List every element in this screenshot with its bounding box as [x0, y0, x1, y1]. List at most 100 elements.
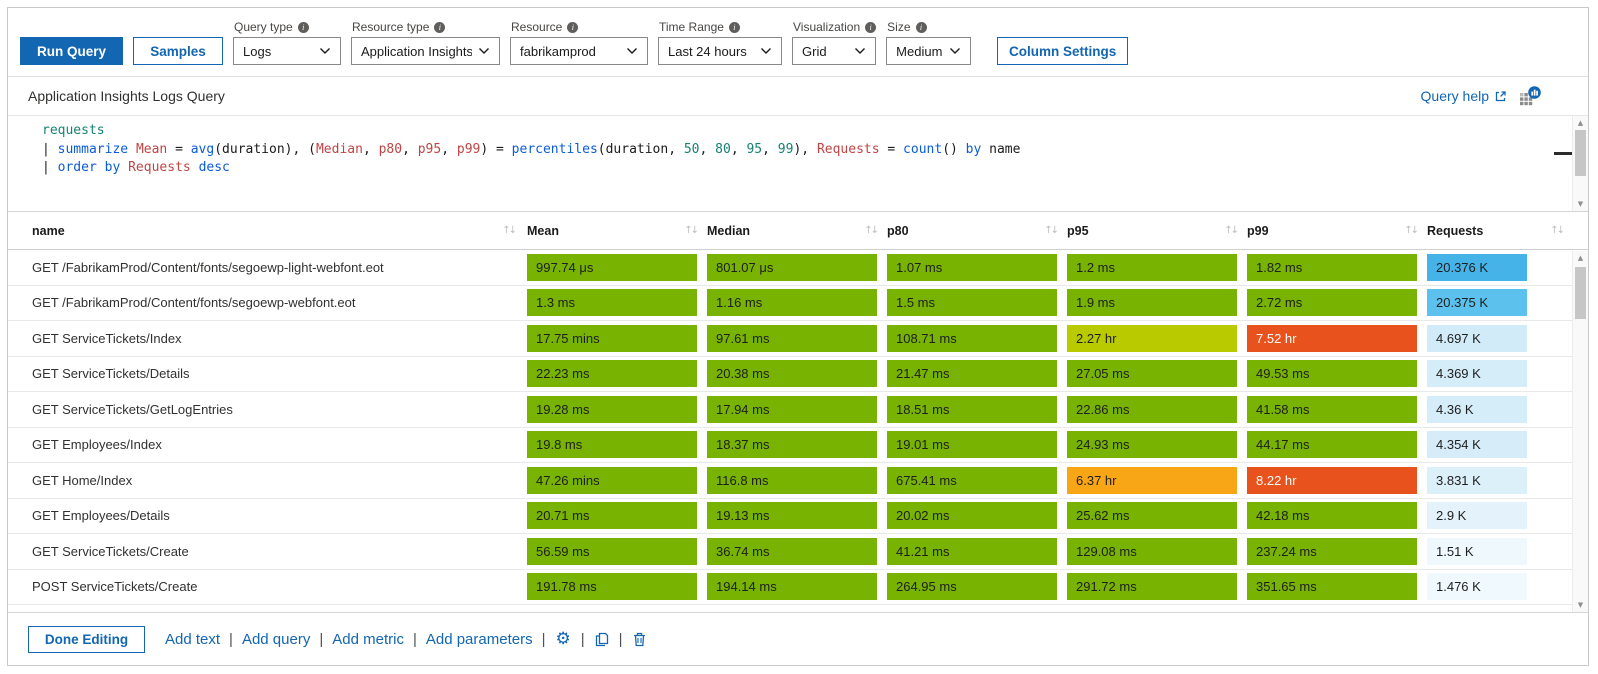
editor-cursor-marker	[1554, 152, 1573, 155]
editor-scrollbar[interactable]: ▲ ▼	[1572, 116, 1588, 211]
column-header-mean[interactable]: Mean ↑↓	[527, 224, 707, 238]
delete-trash-icon[interactable]	[633, 632, 646, 647]
table-row: GET ServiceTickets/GetLogEntries 19.28 ms…	[8, 392, 1588, 428]
sort-arrows-icon: ↑↓	[1404, 225, 1419, 236]
heatmap-value-cell: 291.72 ms	[1067, 573, 1237, 601]
heatmap-value-cell: 6.37 hr	[1067, 466, 1237, 494]
column-header-requests[interactable]: Requests ↑↓	[1427, 224, 1573, 238]
info-icon[interactable]: i	[865, 21, 877, 33]
scroll-up-icon[interactable]: ▲	[1577, 254, 1584, 262]
column-settings-button[interactable]: Column Settings	[997, 37, 1129, 65]
heatmap-value-cell: 19.01 ms	[887, 431, 1057, 459]
resource-dropdown[interactable]: fabrikamprod	[510, 37, 648, 65]
info-icon[interactable]: i	[915, 21, 927, 33]
query-help-label: Query help	[1420, 88, 1489, 104]
size-dropdown[interactable]: Medium	[886, 37, 972, 65]
separator: |	[618, 630, 623, 648]
heatmap-value-cell: 19.8 ms	[527, 431, 697, 459]
column-header-p99[interactable]: p99 ↑↓	[1247, 224, 1427, 238]
heatmap-value-cell: 2.72 ms	[1247, 289, 1417, 317]
heatmap-value-cell: 116.8 ms	[707, 466, 877, 494]
size-selected-value: Medium	[896, 43, 943, 59]
query-help-link[interactable]: Query help	[1421, 88, 1507, 104]
table-row: GET ServiceTickets/Details 22.23 ms 20.38 …	[8, 357, 1588, 392]
table-row: GET Employees/Details 20.71 ms 19.13 ms 20.…	[8, 499, 1588, 534]
add-metric-link[interactable]: Add metric	[332, 630, 404, 648]
time-range-group: Time Range i Last 24 hours	[658, 20, 782, 65]
clone-icon[interactable]	[595, 632, 609, 647]
chevron-down-icon	[320, 48, 330, 54]
info-icon[interactable]: i	[728, 21, 740, 33]
request-name-cell: GET ServiceTickets/Details	[32, 366, 190, 382]
external-link-icon	[1495, 90, 1506, 101]
editor-scroll-thumb[interactable]	[1575, 130, 1586, 176]
table-row: GET /FabrikamProd/Content/fonts/segoewp-…	[8, 286, 1588, 321]
heatmap-value-cell: 2.27 hr	[1067, 324, 1237, 352]
resource-group: Resource i fabrikamprod	[510, 20, 648, 65]
resource-type-dropdown[interactable]: Application Insights	[351, 37, 500, 65]
heatmap-value-cell: 1.9 ms	[1067, 289, 1237, 317]
heatmap-value-cell: 4.354 K	[1427, 431, 1527, 459]
workbook-query-card: Run Query Samples Query type i Logs Resourc…	[7, 7, 1589, 666]
visualization-dropdown[interactable]: Grid	[792, 37, 876, 65]
column-header-median[interactable]: Median ↑↓	[707, 224, 887, 238]
query-title-row: Application Insights Logs Query Query he…	[8, 77, 1588, 116]
info-icon[interactable]: i	[567, 21, 579, 33]
query-type-dropdown[interactable]: Logs	[233, 37, 341, 65]
info-icon[interactable]: i	[434, 21, 446, 33]
code-line: | summarize Mean = avg(duration), (Media…	[42, 141, 1021, 157]
add-parameters-link[interactable]: Add parameters	[425, 630, 533, 648]
separator: |	[412, 630, 417, 648]
grid-header: name ↑↓ Mean ↑↓ Median ↑↓ p80 ↑↓ p95 ↑↓ p99 ↑↓ Reque…	[8, 212, 1588, 250]
request-name-cell: GET Employees/Details	[32, 508, 170, 524]
add-query-link[interactable]: Add query	[241, 630, 311, 648]
done-editing-button[interactable]: Done Editing	[28, 625, 145, 653]
heatmap-value-cell: 22.23 ms	[527, 360, 697, 388]
heatmap-value-cell: 1.476 K	[1427, 573, 1527, 601]
query-toolbar: Run Query Samples Query type i Logs Resourc…	[8, 8, 1588, 76]
column-label: p99	[1247, 223, 1269, 238]
heatmap-value-cell: 129.08 ms	[1067, 537, 1237, 565]
heatmap-value-cell: 4.36 K	[1427, 395, 1527, 423]
query-editor: requests | summarize Mean = avg(duration)…	[8, 116, 1588, 211]
chevron-down-icon	[479, 48, 489, 54]
separator: |	[229, 630, 233, 648]
query-type-label: Query type i	[233, 20, 341, 34]
resource-selected-value: fabrikamprod	[520, 43, 596, 59]
heatmap-value-cell: 41.21 ms	[887, 537, 1057, 565]
separator: |	[319, 630, 324, 648]
time-range-dropdown[interactable]: Last 24 hours	[658, 37, 782, 65]
footer-icons: | ⚙ | |	[542, 628, 646, 649]
scroll-down-icon[interactable]: ▼	[1577, 200, 1584, 208]
column-header-name[interactable]: name ↑↓	[8, 224, 527, 238]
column-header-p80[interactable]: p80 ↑↓	[887, 224, 1067, 238]
column-header-p95[interactable]: p95 ↑↓	[1067, 224, 1247, 238]
heatmap-value-cell: 194.14 ms	[707, 573, 877, 601]
visualization-group: Visualization i Grid	[792, 20, 877, 65]
heatmap-value-cell: 1.51 K	[1427, 537, 1527, 565]
query-editor-code[interactable]: requests | summarize Mean = avg(duration)…	[8, 116, 1588, 178]
separator: |	[580, 630, 585, 648]
heatmap-value-cell: 17.75 mins	[527, 324, 697, 352]
settings-gear-icon[interactable]: ⚙	[555, 628, 571, 649]
heatmap-value-cell: 22.86 ms	[1067, 395, 1237, 423]
samples-button[interactable]: Samples	[133, 37, 223, 65]
scroll-down-icon[interactable]: ▼	[1577, 601, 1584, 609]
info-icon[interactable]: i	[297, 21, 309, 33]
column-label: p95	[1067, 223, 1089, 238]
scroll-up-icon[interactable]: ▲	[1577, 119, 1584, 127]
sort-arrows-icon: ↑↓	[1550, 225, 1565, 236]
grid-scrollbar[interactable]: ▲ ▼	[1572, 251, 1588, 612]
toolbar-divider	[8, 76, 1588, 77]
table-row: POST ServiceTickets/Create 191.78 ms 194.1…	[8, 570, 1588, 605]
run-query-button[interactable]: Run Query	[20, 37, 123, 65]
heatmap-value-cell: 3.831 K	[1427, 466, 1527, 494]
query-type-selected-value: Logs	[243, 43, 272, 59]
heatmap-value-cell: 4.369 K	[1427, 360, 1527, 388]
heatmap-value-cell: 1.3 ms	[527, 289, 697, 317]
footer-links: Add text | Add query | Add metric | Add parame…	[165, 631, 533, 648]
add-text-link[interactable]: Add text	[165, 630, 221, 648]
grid-scroll-thumb[interactable]	[1575, 267, 1586, 319]
request-name-cell: GET ServiceTickets/Create	[32, 543, 189, 559]
heatmap-value-cell: 237.24 ms	[1247, 537, 1417, 565]
